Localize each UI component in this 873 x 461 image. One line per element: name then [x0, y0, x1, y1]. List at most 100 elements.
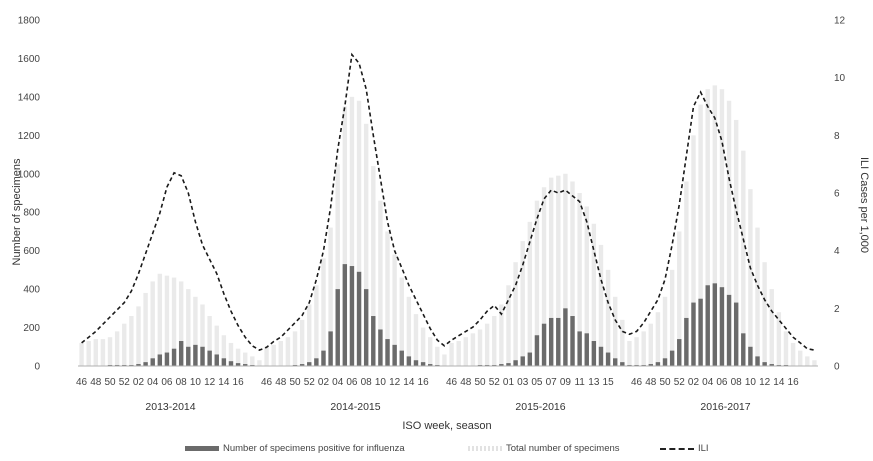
x-tick-label: 46: [261, 377, 273, 388]
positive-bar: [349, 266, 355, 366]
positive-bar: [769, 364, 774, 366]
total-bar: [790, 342, 796, 366]
total-bar: [307, 304, 312, 366]
positive-bar: [200, 346, 205, 366]
x-tick-label: 14: [773, 377, 785, 388]
positive-bar: [335, 289, 340, 366]
x-tick-label: 48: [90, 377, 102, 388]
positive-bar: [719, 287, 725, 366]
positive-bar: [534, 335, 540, 366]
x-axis-title: ISO week, season: [402, 420, 491, 432]
positive-bar: [513, 360, 518, 366]
total-bar: [527, 221, 533, 366]
total-bar: [648, 323, 653, 366]
y-tick-label: 600: [23, 246, 40, 257]
total-bar: [114, 331, 120, 366]
positive-bar: [243, 364, 248, 366]
total-bar: [221, 335, 227, 366]
y2-tick-label: 10: [834, 73, 846, 84]
positive-bar: [733, 302, 739, 366]
x-tick-label: 46: [446, 377, 458, 388]
total-bar: [591, 223, 597, 366]
total-bar: [513, 262, 518, 366]
y-tick-label: 1400: [18, 92, 41, 103]
positive-bar: [570, 316, 575, 366]
legend-item-positive: Number of specimens positive for influen…: [185, 443, 405, 454]
total-bar: [285, 337, 291, 366]
x-tick-label: 02: [318, 377, 330, 388]
total-bar: [613, 296, 618, 366]
total-bar: [164, 275, 170, 366]
positive-bar: [157, 354, 163, 366]
total-bar: [385, 231, 390, 366]
total-bar: [769, 289, 774, 366]
positive-bar: [207, 350, 212, 366]
positive-bar: [178, 341, 184, 366]
total-bar: [705, 89, 710, 366]
x-tick-label: 46: [76, 377, 88, 388]
x-tick-label: 10: [375, 377, 387, 388]
total-bar: [655, 312, 661, 366]
total-bar: [584, 206, 589, 366]
x-tick-label: 11: [574, 377, 585, 388]
x-tick-label: 08: [361, 377, 373, 388]
total-bar: [136, 306, 141, 366]
positive-bar: [620, 362, 625, 366]
x-tick-label: 04: [332, 377, 344, 388]
positive-bar: [171, 348, 177, 366]
x-tick-label: 10: [190, 377, 202, 388]
total-bar: [755, 227, 760, 366]
season-label: 2014-2015: [330, 401, 380, 413]
positive-specimens-bars: [107, 264, 789, 366]
x-tick-label: 03: [517, 377, 529, 388]
total-bar: [719, 89, 725, 366]
legend-item-ili: ILI: [660, 443, 709, 454]
positive-bar: [655, 362, 661, 366]
y2-tick-label: 4: [834, 246, 840, 257]
total-bar: [712, 85, 718, 366]
y-tick-label: 1200: [18, 131, 41, 142]
season-label: 2015-2016: [515, 401, 565, 413]
total-bar: [556, 175, 561, 366]
y2-axis-title: ILI Cases per 1,000: [858, 157, 870, 253]
positive-bar: [584, 333, 589, 366]
positive-bar: [527, 352, 533, 366]
total-bar: [726, 100, 732, 366]
total-bar: [228, 342, 234, 366]
total-bar: [449, 342, 454, 366]
total-bar: [669, 269, 675, 366]
total-bar: [783, 331, 789, 366]
y2-tick-label: 12: [834, 16, 846, 27]
x-tick-label: 50: [104, 377, 116, 388]
x-tick-label: 04: [147, 377, 159, 388]
total-bar: [193, 296, 198, 366]
total-bar: [470, 333, 476, 366]
x-tick-label: 06: [716, 377, 728, 388]
legend-label-total: Total number of specimens: [506, 443, 620, 454]
total-bar: [371, 166, 376, 366]
total-bar: [413, 314, 419, 366]
total-bar: [107, 337, 113, 366]
total-bar: [812, 360, 817, 366]
x-tick-label: 08: [176, 377, 188, 388]
total-bar: [456, 341, 461, 366]
positive-bar: [150, 358, 155, 366]
total-bar: [598, 244, 604, 366]
total-bar: [271, 344, 276, 366]
legend: Number of specimens positive for influen…: [0, 443, 873, 459]
total-bar: [798, 350, 803, 366]
positive-bar: [428, 364, 433, 366]
positive-bar: [755, 356, 760, 366]
legend-swatch-ili: [660, 447, 694, 450]
positive-bar: [591, 341, 597, 366]
y-tick-label: 200: [23, 323, 40, 334]
total-bar: [442, 354, 447, 366]
positive-bar: [613, 358, 618, 366]
total-bar: [499, 304, 504, 366]
positive-bar: [385, 339, 390, 366]
y-axis-title: Number of specimens: [11, 158, 23, 265]
positive-bar: [321, 350, 326, 366]
ili-line: [81, 52, 815, 351]
positive-bar: [662, 358, 668, 366]
x-tick-label: 16: [418, 377, 430, 388]
